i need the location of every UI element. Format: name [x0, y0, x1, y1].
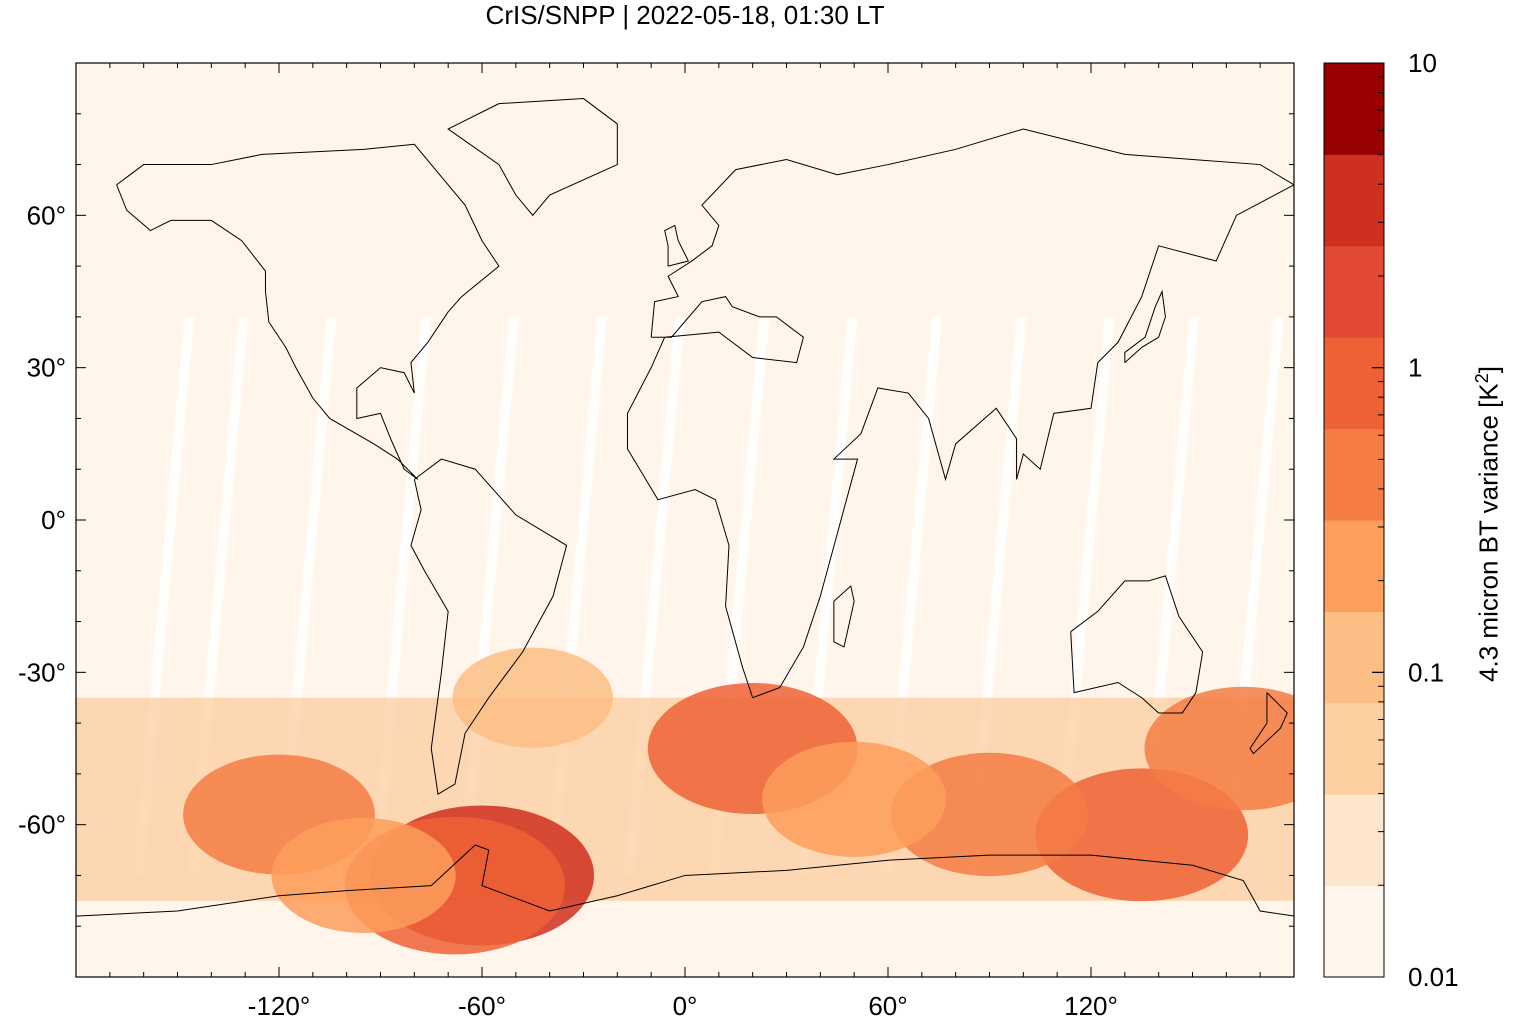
colorbar-swatch: [1324, 63, 1384, 155]
colorbar-tick-label: 0.01: [1408, 962, 1459, 992]
coastline: [626, 128, 1294, 699]
colorbar-tick-label: 10: [1408, 48, 1437, 78]
y-tick-label: 0°: [41, 505, 66, 535]
variance-hotspot: [1144, 686, 1294, 811]
coastline: [76, 844, 1294, 917]
variance-hotspot: [271, 817, 456, 934]
colorbar-swatch: [1324, 794, 1384, 887]
colorbar: 10 1 0.1 0.01: [1323, 48, 1459, 992]
variance-hotspot: [452, 647, 613, 748]
colorbar-tick-label: 1: [1408, 353, 1422, 383]
colorbar-label: 4.3 micron BT variance [K2]: [1472, 366, 1504, 682]
coastline: [1249, 692, 1288, 755]
colorbar-swatch: [1324, 520, 1384, 612]
coastline: [664, 224, 690, 267]
colorbar-border: [1323, 62, 1385, 978]
colorbar-swatch: [1324, 428, 1384, 521]
coastline: [410, 458, 568, 796]
coastline: [1070, 575, 1204, 714]
x-axis: -120° -60° 0° 60° 120°: [109, 63, 1261, 1020]
y-axis: 60° 30° 0° -30° -60°: [18, 113, 1294, 927]
x-tick-label: 60°: [868, 991, 907, 1020]
x-tick-label: 120°: [1064, 991, 1118, 1020]
colorbar-swatch: [1324, 245, 1384, 338]
y-tick-label: 30°: [27, 353, 66, 383]
x-tick-label: 0°: [673, 991, 698, 1020]
y-tick-label: -30°: [18, 657, 66, 687]
variance-hotspot: [762, 741, 947, 857]
x-tick-label: -120°: [248, 991, 310, 1020]
x-tick-label: -60°: [458, 991, 506, 1020]
coastline: [116, 143, 500, 480]
coastlines: [76, 98, 1294, 917]
y-tick-label: 60°: [27, 200, 66, 230]
variance-field: [76, 647, 1294, 955]
coastline: [447, 98, 618, 217]
colorbar-swatch: [1324, 885, 1384, 978]
coastline: [833, 585, 855, 648]
coastline: [1124, 289, 1166, 363]
colorbar-tick-label: 0.1: [1408, 657, 1444, 687]
colorbar-swatch: [1324, 154, 1384, 247]
colorbar-swatch: [1324, 611, 1384, 704]
y-tick-label: -60°: [18, 810, 66, 840]
colorbar-swatch: [1324, 702, 1384, 795]
colorbar-swatch: [1324, 337, 1384, 430]
chart-title: CrIS/SNPP | 2022-05-18, 01:30 LT: [485, 0, 885, 30]
